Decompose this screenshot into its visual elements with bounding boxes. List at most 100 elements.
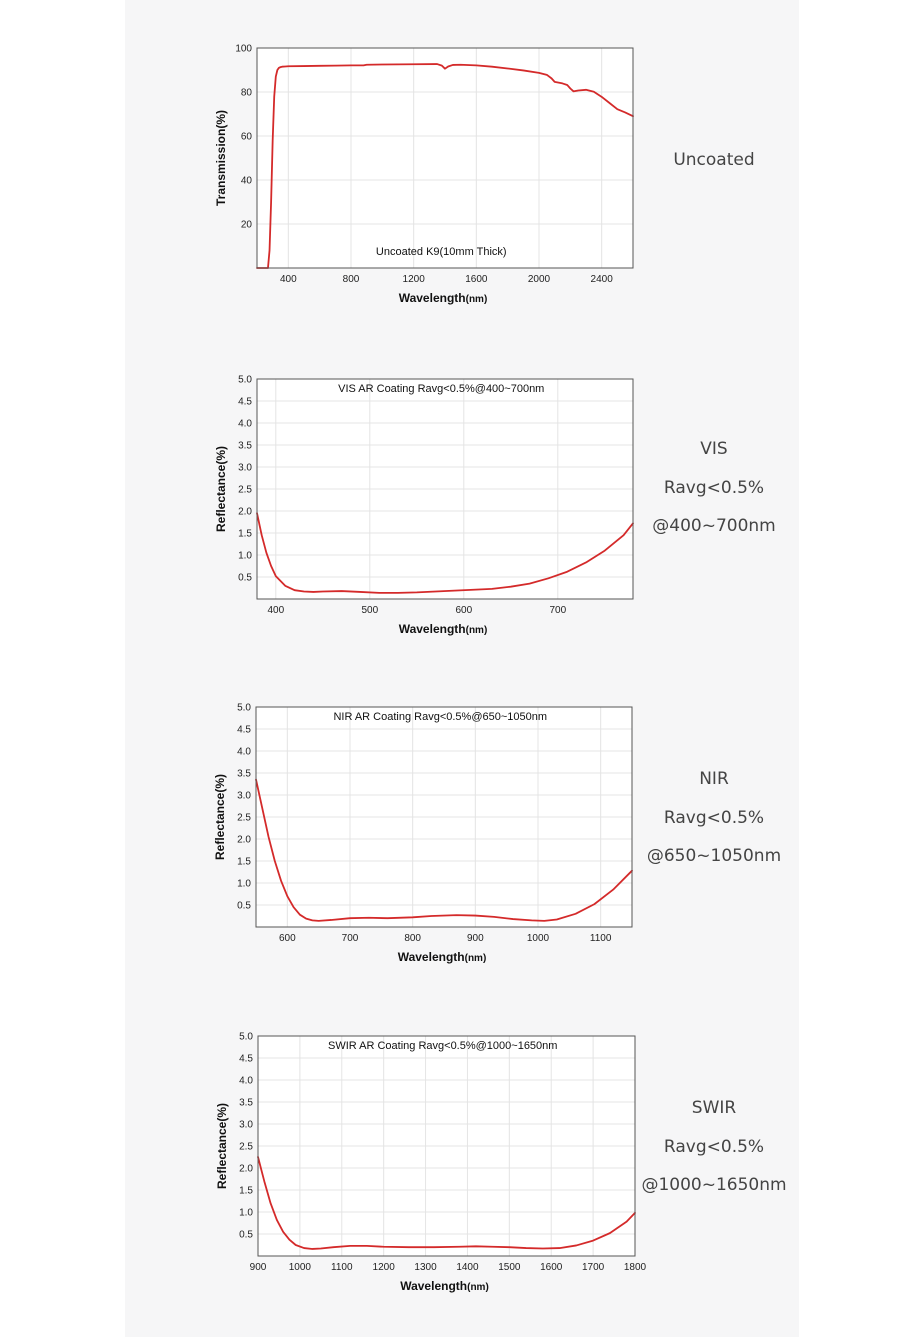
x-tick-label: 1400 — [456, 1262, 479, 1273]
y-tick-label: 3.0 — [238, 463, 252, 474]
x-tick-label: 1300 — [414, 1262, 437, 1273]
grid — [257, 48, 633, 268]
side-label-line: Uncoated — [673, 150, 755, 170]
x-tick-label: 400 — [267, 605, 284, 616]
y-tick-label: 1.0 — [238, 551, 252, 562]
side-label-line: Ravg<0.5% — [663, 808, 765, 828]
y-tick-label: 4.5 — [237, 725, 251, 736]
nir-reflectance-chart: 600 700 800 900 1000 1100 0.5 1.0 1.5 2.0 2.5 3.0 3.… — [213, 703, 633, 964]
x-tick-label: 1000 — [527, 933, 550, 944]
x-tick-label: 600 — [455, 605, 472, 616]
y-tick-label: 40 — [241, 176, 253, 187]
y-tick-label: 4.0 — [238, 419, 252, 430]
y-tick-label: 20 — [241, 220, 253, 231]
series-line — [257, 1156, 636, 1250]
x-axis-title: Wavelength(nm) — [400, 1279, 489, 1293]
y-axis-title: Transmission(%) — [214, 110, 228, 206]
y-tick-label: 1.5 — [238, 529, 252, 540]
y-tick-label: 5.0 — [238, 375, 252, 386]
y-tick-label: 2.5 — [238, 485, 252, 496]
y-tick-label: 5.0 — [237, 703, 251, 714]
y-tick-label: 5.0 — [239, 1032, 253, 1043]
y-tick-label: 80 — [241, 88, 253, 99]
x-tick-label: 900 — [467, 933, 484, 944]
y-tick-label: 1.5 — [237, 857, 251, 868]
x-tick-label: 1100 — [331, 1262, 353, 1273]
x-axis-title-main: Wavelength — [400, 1279, 467, 1293]
side-label-line: NIR — [699, 769, 729, 789]
x-tick-label: 1100 — [590, 933, 612, 944]
uncoated-transmission-chart: 400 800 1200 1600 2000 2400 20 40 60 80 100 Wavelen… — [214, 44, 634, 305]
vis-side-label: VIS Ravg<0.5% @400~700nm — [614, 440, 814, 536]
swir-side-label: SWIR Ravg<0.5% @1000~1650nm — [614, 1099, 814, 1195]
y-tick-label: 3.5 — [238, 441, 252, 452]
x-tick-label: 700 — [342, 933, 359, 944]
y-tick-label: 1.5 — [239, 1186, 253, 1197]
x-axis-title-main: Wavelength — [398, 950, 465, 964]
x-tick-label: 1800 — [624, 1262, 647, 1273]
side-label-line: SWIR — [691, 1098, 737, 1118]
y-tick-label: 0.5 — [239, 1230, 253, 1241]
x-tick-label: 1200 — [403, 274, 426, 285]
y-tick-label: 100 — [235, 44, 252, 55]
x-tick-label: 400 — [280, 274, 297, 285]
y-tick-label: 0.5 — [238, 573, 252, 584]
y-axis-title: Reflectance(%) — [213, 774, 227, 860]
y-tick-label: 2.0 — [237, 835, 251, 846]
y-tick-label: 4.0 — [237, 747, 251, 758]
y-tick-label: 60 — [241, 132, 253, 143]
x-tick-label: 2000 — [528, 274, 551, 285]
grid — [258, 1036, 635, 1256]
x-axis-title-unit: (nm) — [466, 294, 488, 305]
x-tick-label: 500 — [361, 605, 378, 616]
x-tick-label: 1600 — [540, 1262, 563, 1273]
x-axis-title: Wavelength(nm) — [399, 291, 488, 305]
y-tick-label: 1.0 — [237, 879, 251, 890]
y-tick-label: 4.5 — [238, 397, 252, 408]
vis-reflectance-chart: 400 500 600 700 0.5 1.0 1.5 2.0 2.5 3.0 3.5 4.0 4.5 5… — [214, 375, 634, 636]
plot-annotation: Uncoated K9(10mm Thick) — [376, 246, 507, 258]
x-axis-title-unit: (nm) — [466, 625, 488, 636]
side-label-line: Ravg<0.5% — [663, 1137, 765, 1157]
plot-frame — [255, 706, 633, 928]
side-label-line: @650~1050nm — [646, 846, 782, 866]
series-line — [256, 63, 634, 269]
nir-side-label: NIR Ravg<0.5% @650~1050nm — [614, 770, 814, 866]
plot-frame — [256, 378, 634, 600]
x-tick-label: 1200 — [373, 1262, 396, 1273]
y-tick-label: 2.0 — [238, 507, 252, 518]
x-tick-label: 900 — [250, 1262, 267, 1273]
x-tick-label: 700 — [549, 605, 566, 616]
x-tick-label: 1500 — [498, 1262, 521, 1273]
y-tick-label: 2.5 — [239, 1142, 253, 1153]
x-axis-title: Wavelength(nm) — [398, 950, 487, 964]
x-axis-title-main: Wavelength — [399, 291, 466, 305]
x-axis-title: Wavelength(nm) — [399, 622, 488, 636]
plot-annotation: VIS AR Coating Ravg<0.5%@400~700nm — [338, 383, 544, 395]
x-tick-label: 1700 — [582, 1262, 605, 1273]
plot-area — [257, 48, 633, 268]
x-axis-title-unit: (nm) — [465, 953, 487, 964]
y-tick-label: 0.5 — [237, 901, 251, 912]
y-tick-label: 1.0 — [239, 1208, 253, 1219]
x-axis-title-unit: (nm) — [467, 1282, 489, 1293]
x-axis-title-main: Wavelength — [399, 622, 466, 636]
side-label-line: @400~700nm — [652, 516, 776, 536]
y-tick-label: 3.5 — [237, 769, 251, 780]
y-tick-label: 3.5 — [239, 1098, 253, 1109]
y-axis-title: Reflectance(%) — [215, 1103, 229, 1189]
series-line — [255, 778, 633, 922]
y-tick-label: 3.0 — [239, 1120, 253, 1131]
y-tick-label: 4.5 — [239, 1054, 253, 1065]
side-label-line: Ravg<0.5% — [663, 478, 765, 498]
x-tick-label: 1600 — [465, 274, 488, 285]
plot-frame — [257, 1035, 636, 1257]
side-label-line: VIS — [700, 439, 728, 459]
y-tick-label: 3.0 — [237, 791, 251, 802]
plot-annotation: NIR AR Coating Ravg<0.5%@650~1050nm — [333, 711, 547, 723]
x-tick-label: 1000 — [289, 1262, 312, 1273]
side-label-line: @1000~1650nm — [641, 1175, 787, 1195]
y-tick-label: 2.0 — [239, 1164, 253, 1175]
series-line — [256, 512, 634, 594]
grid — [256, 707, 632, 927]
